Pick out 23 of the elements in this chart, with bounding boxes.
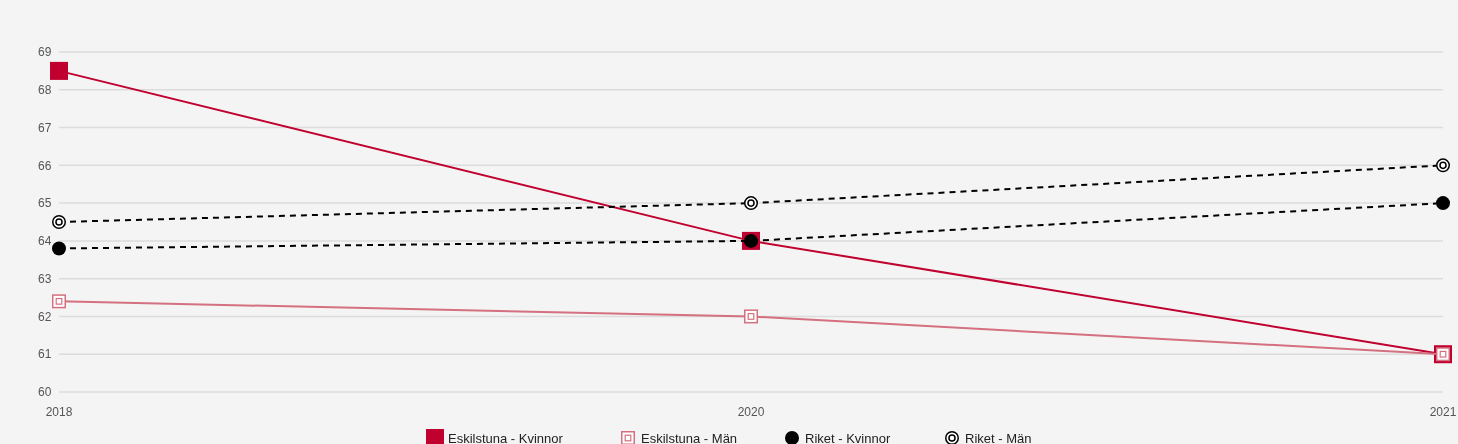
y-tick-label: 63 [38, 271, 52, 286]
point [52, 294, 66, 309]
point [744, 196, 758, 211]
y-tick-label: 68 [38, 82, 52, 97]
legend-label: Eskilstuna - Kvinnor [448, 430, 564, 444]
point [50, 61, 68, 80]
x-tick-label: 2020 [737, 405, 765, 419]
legend-label: Riket - Kvinnor [805, 430, 891, 444]
y-tick-label: 67 [38, 120, 52, 135]
y-tick-label: 69 [38, 45, 52, 60]
y-tick-label: 65 [38, 196, 52, 211]
x-tick-label: 2018 [45, 405, 73, 419]
point [1436, 196, 1450, 211]
legend-label: Riket - Män [965, 430, 1032, 444]
y-tick-label: 66 [38, 158, 52, 173]
x-tick-label: 2021 [1429, 405, 1457, 419]
y-tick-label: 61 [38, 347, 52, 362]
y-tick-label: 62 [38, 309, 52, 324]
point [52, 241, 66, 256]
point [744, 309, 758, 324]
legend-label: Eskilstuna - Män [641, 430, 738, 444]
y-tick-label: 64 [38, 234, 52, 249]
y-tick-label: 60 [38, 385, 52, 400]
